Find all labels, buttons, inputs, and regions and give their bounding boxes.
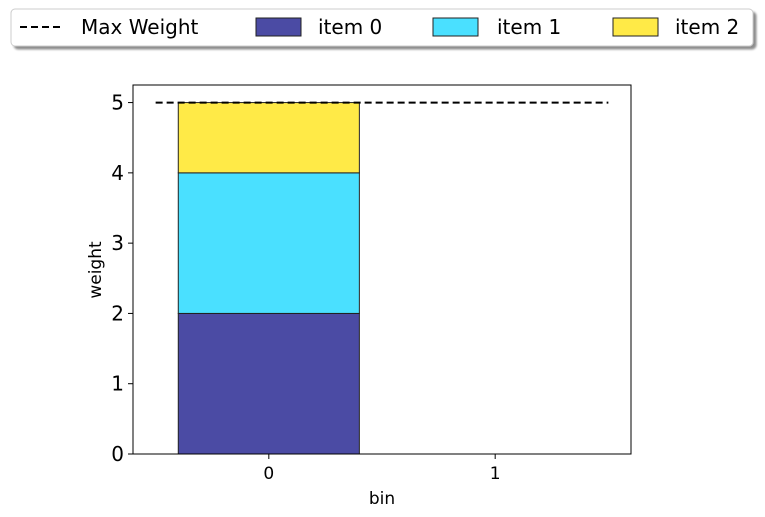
- legend-label-item-0: item 0: [318, 15, 382, 39]
- x-tick-label-1: 1: [490, 464, 501, 484]
- legend-box: [10, 8, 754, 47]
- legend-entry-item-1: item 1: [432, 15, 561, 39]
- legend-entry-max-weight: Max Weight: [20, 15, 199, 39]
- y-tick-label-1: 1: [111, 372, 124, 396]
- legend-entry-item-2: item 2: [612, 15, 739, 39]
- legend-swatch-item-0: [255, 17, 302, 37]
- plot-area: 0 1 2 3 4 5 0 1: [111, 84, 632, 484]
- axes-frame: [132, 84, 632, 455]
- y-tick-label-3: 3: [111, 231, 124, 255]
- legend-swatch-item-2: [612, 17, 659, 37]
- x-axis-label: bin: [369, 489, 395, 509]
- bar-0-item-0: [177, 312, 360, 455]
- y-tick-label-2: 2: [111, 301, 124, 325]
- bar-0-item-2: [177, 102, 360, 174]
- y-tick-label-4: 4: [111, 161, 124, 185]
- legend-label-item-2: item 2: [675, 15, 739, 39]
- y-tick-label-0: 0: [111, 442, 124, 466]
- legend-entry-item-0: item 0: [255, 15, 382, 39]
- y-tick-label-5: 5: [111, 91, 124, 115]
- legend: Max Weight item 0 item 1 item 2: [10, 8, 754, 47]
- y-axis-label: weight: [86, 241, 106, 299]
- legend-label-max-weight: Max Weight: [81, 15, 199, 39]
- legend-swatch-item-1: [432, 17, 479, 37]
- x-tick-label-0: 0: [263, 464, 274, 484]
- bar-0-item-1: [177, 172, 360, 314]
- legend-label-item-1: item 1: [497, 15, 561, 39]
